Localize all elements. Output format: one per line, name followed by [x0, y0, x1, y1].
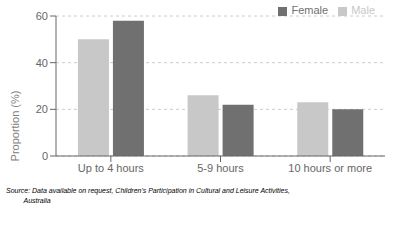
svg-text:0: 0	[42, 150, 48, 162]
svg-text:5-9 hours: 5-9 hours	[197, 162, 244, 174]
svg-text:Proportion (%): Proportion (%)	[9, 91, 21, 162]
svg-text:10 hours or more: 10 hours or more	[288, 162, 372, 174]
svg-text:Up to 4 hours: Up to 4 hours	[78, 162, 145, 174]
html-text:Female: Female	[291, 4, 329, 16]
svg-text:60: 60	[36, 10, 48, 22]
svg-text:40: 40	[36, 57, 48, 69]
html-text:Male: Male	[351, 4, 375, 16]
html-text:Source: Data available on requ: Source: Data available on request, Child…	[6, 187, 290, 204]
svg-text:20: 20	[36, 103, 48, 115]
